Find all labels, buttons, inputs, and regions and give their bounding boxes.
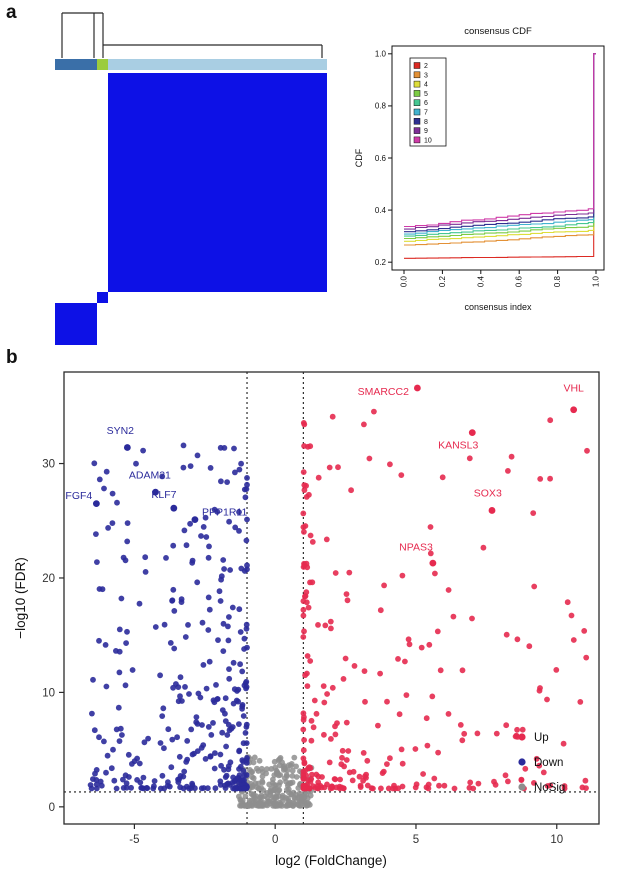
legend-label-nosig: NoSig (534, 782, 565, 794)
cdf-curve-k10 (404, 53, 596, 228)
svg-text:0.0: 0.0 (400, 275, 409, 287)
svg-text:0.6: 0.6 (375, 154, 387, 163)
gene-label-SMARCC2: SMARCC2 (358, 386, 410, 398)
svg-text:0.8: 0.8 (553, 275, 562, 287)
svg-text:0: 0 (49, 802, 55, 814)
svg-text:4: 4 (424, 82, 428, 89)
legend-dot-up (518, 733, 526, 741)
legend-dot-down (518, 758, 526, 766)
gene-label-SOX3: SOX3 (474, 488, 502, 500)
svg-text:8: 8 (424, 119, 428, 126)
svg-text:0.2: 0.2 (375, 258, 387, 267)
consensus-matrix-blocks (55, 73, 327, 345)
volcano-axis-ticks: -5 0 5 10 0 10 20 30 (42, 459, 563, 846)
consensus-cdf-plot: consensus CDF CDF consensus index 0.2 0.4 0.6… (354, 26, 605, 312)
cdf-curve-k5 (404, 53, 596, 240)
svg-text:10: 10 (550, 834, 563, 846)
gene-label-KLF7: KLF7 (151, 489, 176, 501)
gene-point-SYN2 (123, 444, 131, 451)
svg-text:1.0: 1.0 (375, 50, 387, 59)
cdf-curve-k8 (404, 53, 596, 233)
gene-point-KLF7 (170, 504, 178, 512)
svg-text:0: 0 (272, 834, 278, 846)
volcano-points-up (300, 408, 590, 792)
gene-label-KANSL3: KANSL3 (438, 440, 478, 452)
consensus-heatmap (55, 12, 327, 345)
gene-point-NPAS3 (429, 559, 437, 567)
volcano-y-axis-title: −log10 (FDR) (13, 557, 28, 638)
svg-text:0.2: 0.2 (438, 275, 447, 287)
svg-text:5: 5 (424, 91, 428, 98)
svg-text:20: 20 (42, 573, 55, 585)
svg-text:1.0: 1.0 (592, 275, 601, 287)
annotation-cluster-2 (55, 59, 97, 70)
svg-text:2: 2 (424, 63, 428, 70)
gene-label-FGF4: FGF4 (65, 490, 92, 502)
svg-text:5: 5 (413, 834, 419, 846)
annotation-cluster-3 (97, 59, 108, 70)
gene-labels: SMARCC2 VHL KANSL3 SOX3 NPAS3 SYN2 ADAM21 FGF4 K… (65, 382, 584, 567)
threshold-lines (64, 372, 599, 824)
cdf-curve-k2 (404, 53, 596, 259)
volcano-x-axis-title: log2 (FoldChange) (275, 853, 387, 868)
svg-text:0.4: 0.4 (375, 206, 387, 215)
gene-point-ADAM21 (152, 488, 159, 496)
volcano-plot-border (63, 371, 600, 825)
svg-text:0.4: 0.4 (476, 275, 485, 287)
dendrogram (61, 12, 323, 58)
cdf-curves (404, 53, 596, 259)
svg-text:6: 6 (424, 100, 428, 107)
gene-label-ADAM21: ADAM21 (129, 469, 171, 481)
cdf-title: consensus CDF (464, 26, 532, 37)
gene-point-PPP1R11 (191, 516, 199, 524)
svg-text:30: 30 (42, 459, 55, 471)
annotation-cluster-1 (108, 59, 327, 70)
gene-label-VHL: VHL (563, 382, 584, 394)
svg-text:7: 7 (424, 110, 428, 117)
legend-dot-nosig (518, 783, 526, 791)
gene-label-PPP1R11: PPP1R11 (202, 507, 247, 519)
cdf-curve-k3 (404, 53, 596, 246)
gene-label-SYN2: SYN2 (107, 425, 135, 437)
svg-text:10: 10 (424, 137, 432, 144)
cdf-curve-k7 (404, 53, 596, 235)
svg-text:0.6: 0.6 (515, 275, 524, 287)
panel-b-label: b (6, 347, 18, 368)
gene-point-FGF4 (92, 500, 100, 507)
svg-text:10: 10 (42, 687, 55, 699)
volcano-legend: Up Down NoSig (518, 732, 565, 794)
cdf-legend: 2 3 4 5 6 7 8 9 10 (409, 57, 447, 147)
svg-text:9: 9 (424, 128, 428, 135)
cdf-axis-ticks: 0.2 0.4 0.6 0.8 1.0 0.0 0.2 0.4 0.6 0.8 1.0 (375, 50, 601, 288)
svg-text:3: 3 (424, 72, 428, 79)
gene-point-SMARCC2 (413, 384, 421, 392)
svg-text:-5: -5 (129, 834, 139, 846)
cdf-x-axis-title: consensus index (464, 302, 532, 312)
cdf-y-axis-title: CDF (354, 148, 364, 167)
legend-label-up: Up (534, 732, 549, 744)
gene-label-NPAS3: NPAS3 (399, 542, 433, 554)
legend-label-down: Down (534, 757, 563, 769)
svg-text:0.8: 0.8 (375, 102, 387, 111)
cdf-curve-k6 (404, 53, 596, 237)
cdf-curve-k4 (404, 53, 596, 242)
cluster-annotation-bar (55, 59, 327, 70)
gene-point-KANSL3 (468, 429, 476, 437)
volcano-plot: SMARCC2 VHL KANSL3 SOX3 NPAS3 SYN2 ADAM21 FGF4 K… (13, 371, 600, 868)
volcano-points-down (87, 442, 250, 792)
gene-point-VHL (570, 406, 578, 414)
gene-point-SOX3 (488, 507, 496, 514)
panel-a-label: a (6, 2, 17, 23)
